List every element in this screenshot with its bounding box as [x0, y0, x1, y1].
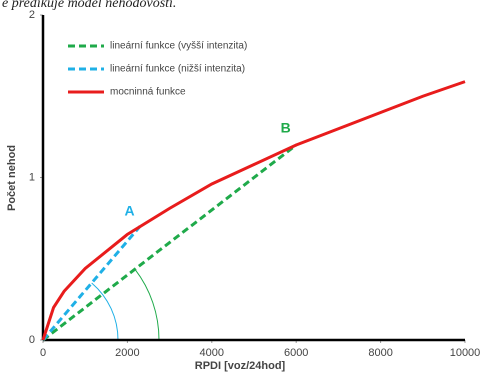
- legend-label: lineární funkce (nižší intenzita): [110, 64, 245, 75]
- legend-label: lineární funkce (vyšší intenzita): [110, 41, 247, 52]
- series-line: [41, 80, 466, 341]
- chart-title: e predikuje model nehodovosti.: [2, 0, 176, 11]
- x-tick-label: 2000: [115, 347, 139, 359]
- y-tick-label: 0: [29, 334, 35, 346]
- series-line: [42, 143, 298, 342]
- angle-arc: [91, 282, 119, 341]
- x-tick-label: 10000: [450, 347, 481, 359]
- y-axis-label: Počet nehod: [6, 145, 18, 211]
- legend-label: mocninná funkce: [110, 87, 186, 98]
- x-axis-label: RPDI [voz/24hod]: [195, 360, 286, 372]
- annotation: A: [124, 202, 134, 218]
- annotation: B: [281, 119, 291, 135]
- y-tick-label: 2: [29, 9, 35, 21]
- x-tick-label: 6000: [284, 347, 308, 359]
- x-tick-label: 4000: [200, 347, 224, 359]
- y-tick-label: 1: [29, 171, 35, 183]
- series-line: [41, 225, 142, 341]
- x-tick-label: 8000: [368, 347, 392, 359]
- angle-arc: [134, 268, 160, 341]
- x-tick-label: 0: [40, 347, 46, 359]
